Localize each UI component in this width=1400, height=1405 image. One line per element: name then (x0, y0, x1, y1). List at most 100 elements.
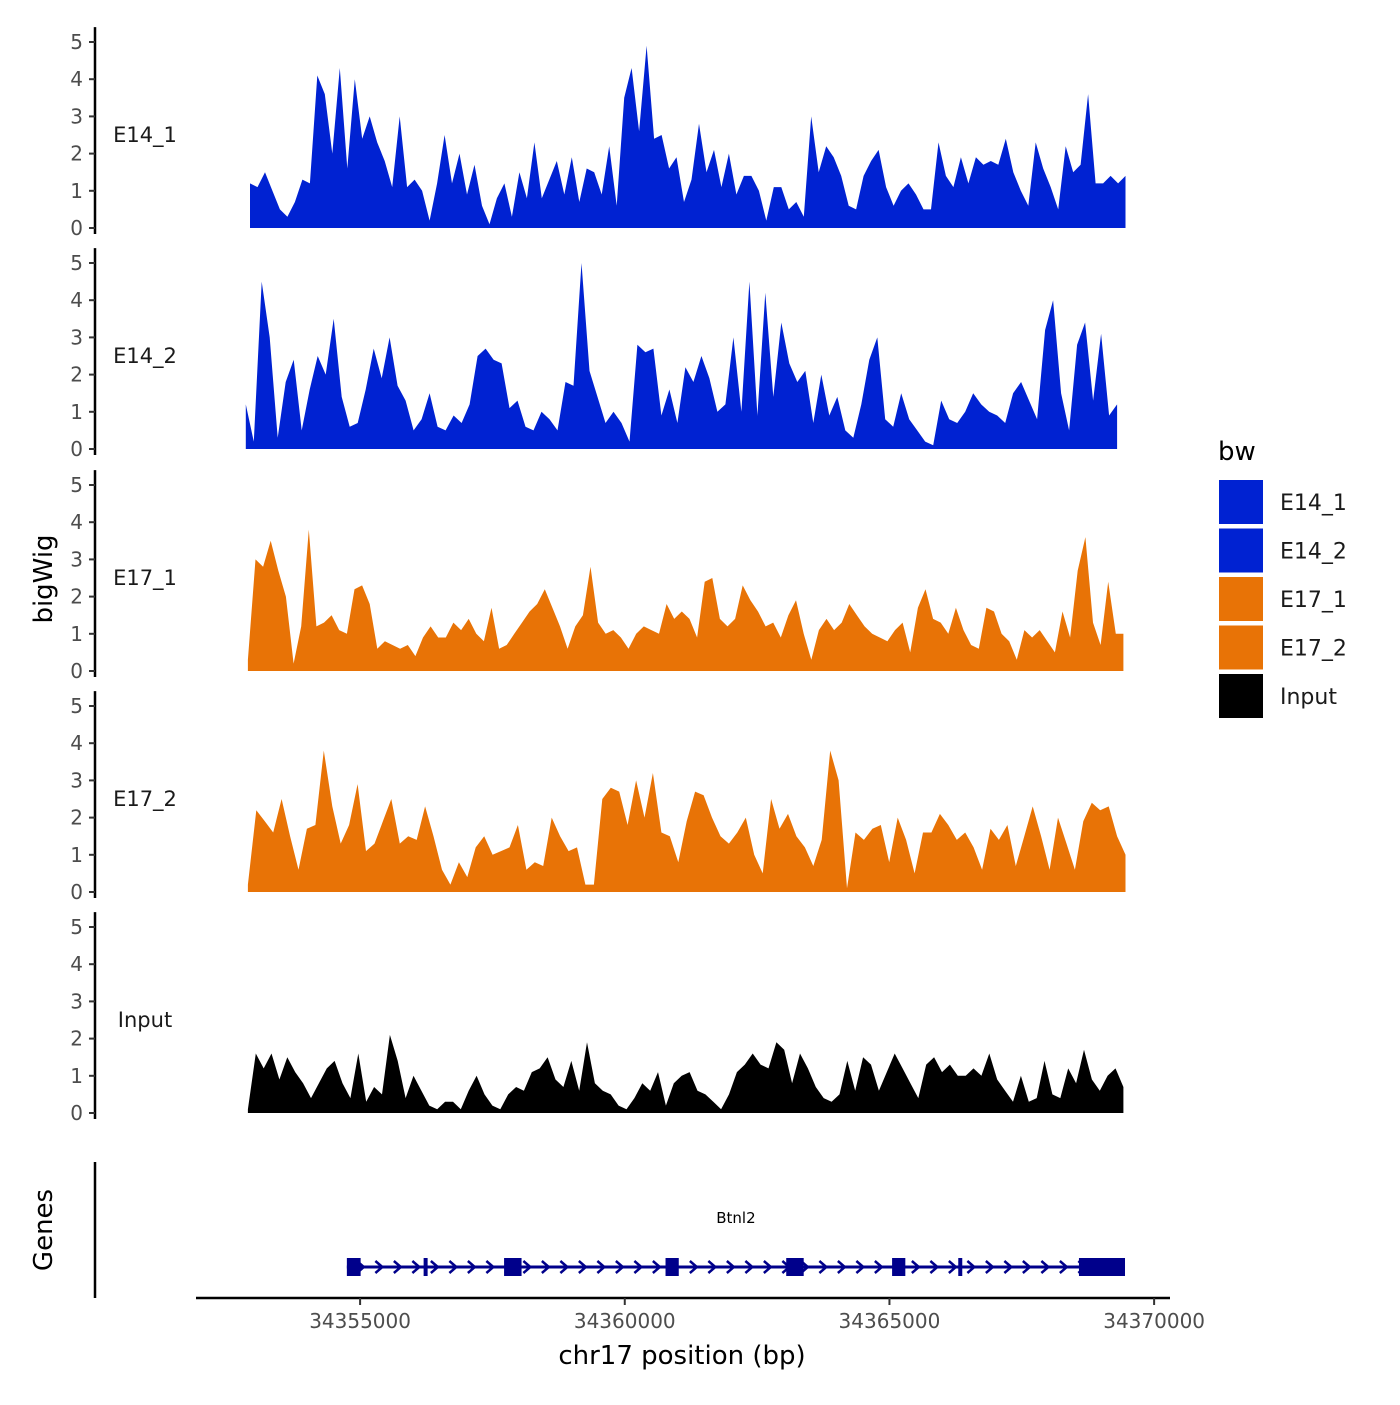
y-tick-label: 3 (70, 104, 83, 128)
strand-arrow (855, 1260, 866, 1274)
strand-arrow (448, 1260, 459, 1274)
legend: bw E14_1 E14_2 E17_1 E17_2 Input (1218, 437, 1347, 718)
track-Input: 0 1 2 3 4 5 Input (70, 912, 1124, 1125)
y-tick-label: 1 (70, 622, 83, 646)
gene-exon (423, 1258, 428, 1276)
legend-swatch-E17_2 (1219, 625, 1263, 670)
area-E17_2 (247, 750, 1126, 892)
strand-arrow (929, 1260, 940, 1274)
y-tick-label: 1 (70, 400, 83, 424)
gene-exon (1078, 1258, 1126, 1276)
x-tick-label: 34355000 (309, 1309, 411, 1333)
area-E17_1 (247, 529, 1124, 671)
strand-arrow (707, 1260, 718, 1274)
gene-label: Btnl2 (716, 1209, 755, 1227)
strand-arrow (763, 1260, 773, 1274)
strand-arrow (1040, 1260, 1051, 1274)
strand-arrow (541, 1260, 551, 1274)
strand-arrow (966, 1260, 977, 1274)
strand-arrow (1059, 1260, 1069, 1274)
y-tick-label: 1 (70, 179, 83, 203)
strand-arrow (652, 1260, 662, 1274)
strand-arrow (837, 1260, 847, 1274)
x-axis-title: chr17 position (bp) (558, 1341, 805, 1371)
legend-label-E14_2: E14_2 (1280, 540, 1347, 565)
y-tick-label: 3 (70, 547, 83, 571)
y-tick-label: 0 (70, 659, 83, 683)
gene-exon (346, 1258, 361, 1276)
x-tick-label: 34360000 (574, 1309, 676, 1333)
strand-arrow (633, 1260, 644, 1274)
strand-arrow (430, 1260, 440, 1274)
x-axis: 34355000 34360000 34365000 34370000 (196, 1296, 1205, 1333)
strand-arrow (393, 1260, 403, 1274)
strand-arrow (374, 1260, 385, 1274)
y-tick-label: 0 (70, 880, 83, 904)
y-tick-label: 0 (70, 1101, 83, 1125)
track-label: E17_2 (113, 787, 177, 812)
strand-arrow (596, 1260, 607, 1274)
genes-panel-title: Genes (29, 1189, 59, 1271)
legend-swatch-E14_2 (1219, 528, 1263, 573)
gene-exon (786, 1258, 804, 1276)
area-Input (247, 1034, 1124, 1113)
gene-exon (958, 1258, 963, 1276)
track-label: E14_2 (113, 344, 177, 369)
y-tick-label: 4 (70, 731, 83, 755)
track-label: Input (118, 1008, 172, 1032)
y-tick-label: 5 (70, 694, 83, 718)
y-tick-label: 2 (70, 142, 83, 166)
y-tick-label: 4 (70, 67, 83, 91)
y-tick-label: 4 (70, 952, 83, 976)
track-label: E17_1 (113, 566, 177, 591)
y-tick-label: 4 (70, 510, 83, 534)
y-tick-label: 2 (70, 363, 83, 387)
strand-arrow (985, 1260, 995, 1274)
strand-arrow (522, 1260, 533, 1274)
strand-arrow (578, 1260, 588, 1274)
y-tick-label: 2 (70, 806, 83, 830)
y-tick-label: 0 (70, 216, 83, 240)
y-tick-label: 5 (70, 915, 83, 939)
legend-swatch-Input (1219, 674, 1263, 718)
y-tick-label: 1 (70, 1064, 83, 1088)
legend-label-E17_2: E17_2 (1280, 637, 1347, 662)
x-tick-label: 34370000 (1103, 1309, 1205, 1333)
legend-label-Input: Input (1280, 685, 1337, 710)
strand-arrow (467, 1260, 477, 1274)
track-label: E14_1 (113, 123, 177, 148)
strand-arrow (744, 1260, 755, 1274)
y-tick-label: 0 (70, 437, 83, 461)
tracks-layer: 0 1 2 3 4 5 E14_1 0 1 2 3 4 5 E14_2 0 1 2 3 4 5 E17_1 0 1 2 3 4 5 E… (70, 27, 1126, 1125)
track-E17_1: 0 1 2 3 4 5 E17_1 (70, 470, 1124, 683)
strand-arrow (818, 1260, 829, 1274)
area-E14_1 (250, 45, 1126, 229)
y-tick-label: 3 (70, 989, 83, 1013)
x-tick-label: 34365000 (839, 1309, 941, 1333)
gene-panel: Btnl2 (93, 1162, 1126, 1298)
y-tick-label: 5 (70, 30, 83, 54)
legend-label-E14_1: E14_1 (1280, 491, 1347, 516)
strand-arrow (911, 1260, 921, 1274)
track-E14_1: 0 1 2 3 4 5 E14_1 (70, 27, 1126, 240)
strand-arrow (689, 1260, 699, 1274)
y-tick-label: 5 (70, 473, 83, 497)
strand-arrow (726, 1260, 736, 1274)
y-tick-label: 1 (70, 843, 83, 867)
legend-label-E17_1: E17_1 (1280, 588, 1347, 613)
legend-title: bw (1218, 437, 1256, 467)
y-tick-label: 4 (70, 288, 83, 312)
strand-arrow (948, 1260, 958, 1274)
gene-exon (665, 1258, 679, 1276)
area-E14_2 (245, 263, 1118, 449)
legend-swatch-E17_1 (1219, 577, 1263, 621)
y-tick-label: 5 (70, 251, 83, 275)
track-E17_2: 0 1 2 3 4 5 E17_2 (70, 691, 1126, 904)
y-axis-title: bigWig (29, 534, 59, 623)
strand-arrow (1003, 1260, 1014, 1274)
legend-swatch-E14_1 (1219, 480, 1263, 524)
y-tick-label: 2 (70, 1027, 83, 1051)
y-tick-label: 3 (70, 325, 83, 349)
y-tick-label: 3 (70, 768, 83, 792)
gene-exon (892, 1258, 906, 1276)
